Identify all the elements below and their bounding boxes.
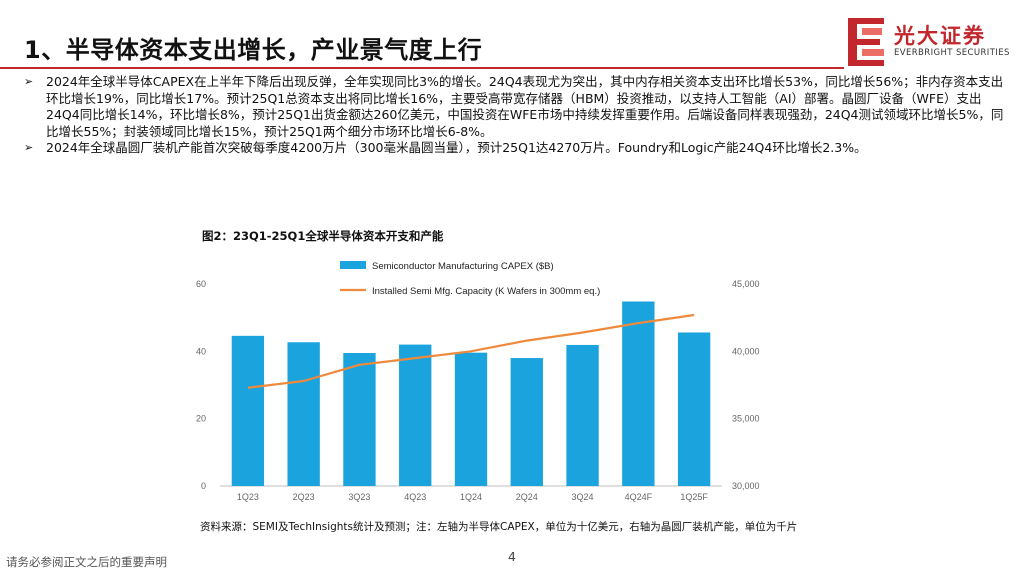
source-note: 资料来源：SEMI及TechInsights统计及预测；注：左轴为半导体CAPE… (200, 521, 798, 533)
capacity-line (247, 313, 695, 389)
legend-label-capacity: Installed Semi Mfg. Capacity (K Wafers i… (372, 286, 600, 297)
title-divider (0, 67, 844, 69)
legend-bar-swatch (340, 261, 366, 269)
x-tick-label: 1Q23 (237, 492, 259, 502)
logo-name: 光大证券 (894, 24, 986, 48)
page-number: 4 (508, 549, 516, 564)
capex-bar (399, 344, 432, 486)
x-tick-label: 4Q23 (404, 492, 426, 502)
bullet-list: ➢ 2024年全球半导体CAPEX在上半年下降后出现反弹，全年实现同比3%的增长… (24, 74, 1014, 157)
y-right-tick-label: 40,000 (732, 346, 760, 356)
capex-capacity-chart: 0 20 40 60 30,000 35,000 40,000 45,000 1Q23 2Q23 3… (196, 261, 760, 502)
x-tick-label: 1Q24 (460, 492, 482, 502)
capex-bar (343, 353, 376, 486)
capex-bar (287, 342, 320, 486)
logo-subtitle: EVERBRIGHT SECURITIES (894, 48, 1010, 58)
y-left-tick-label: 0 (201, 481, 206, 491)
capex-bar (454, 352, 488, 486)
page-title: 1、半导体资本支出增长，产业景气度上行 (24, 36, 483, 64)
x-tick-label: 4Q24F (625, 492, 653, 502)
footer-disclaimer: 请务必参阅正文之后的重要声明 (6, 555, 167, 569)
capex-bar (622, 301, 655, 486)
x-tick-label: 1Q25F (680, 492, 708, 502)
everbright-logo-icon (848, 18, 884, 66)
capex-bar (510, 358, 543, 486)
y-right-tick-label: 45,000 (732, 279, 760, 289)
y-left-tick-label: 60 (196, 279, 206, 289)
x-tick-label: 2Q23 (293, 492, 315, 502)
capex-bar (677, 332, 711, 486)
capex-bar (231, 335, 265, 486)
arrow-bullet-icon: ➢ (24, 141, 34, 155)
y-right-tick-label: 30,000 (732, 481, 760, 491)
figure-title: 图2：23Q1-25Q1全球半导体资本开支和产能 (202, 229, 444, 243)
y-right-tick-label: 35,000 (732, 414, 760, 424)
y-left-tick-label: 20 (196, 414, 206, 424)
x-tick-label: 2Q24 (516, 492, 538, 502)
bullet-item: ➢ 2024年全球半导体CAPEX在上半年下降后出现反弹，全年实现同比3%的增长… (24, 74, 1014, 140)
brand-logo: 光大证券 EVERBRIGHT SECURITIES (848, 18, 1018, 66)
x-tick-label: 3Q24 (572, 492, 594, 502)
bullet-text: 2024年全球晶圆厂装机产能首次突破每季度4200万片（300毫米晶圆当量），预… (46, 140, 867, 156)
legend-label-capex: Semiconductor Manufacturing CAPEX ($B) (372, 261, 554, 272)
arrow-bullet-icon: ➢ (24, 75, 34, 88)
bullet-text: 2024年全球半导体CAPEX在上半年下降后出现反弹，全年实现同比3%的增长。2… (46, 74, 1004, 139)
x-tick-label: 3Q23 (348, 492, 370, 502)
capex-bar (566, 344, 599, 486)
y-left-tick-label: 40 (196, 346, 206, 356)
bullet-item: ➢ 2024年全球晶圆厂装机产能首次突破每季度4200万片（300毫米晶圆当量）… (24, 140, 1014, 157)
